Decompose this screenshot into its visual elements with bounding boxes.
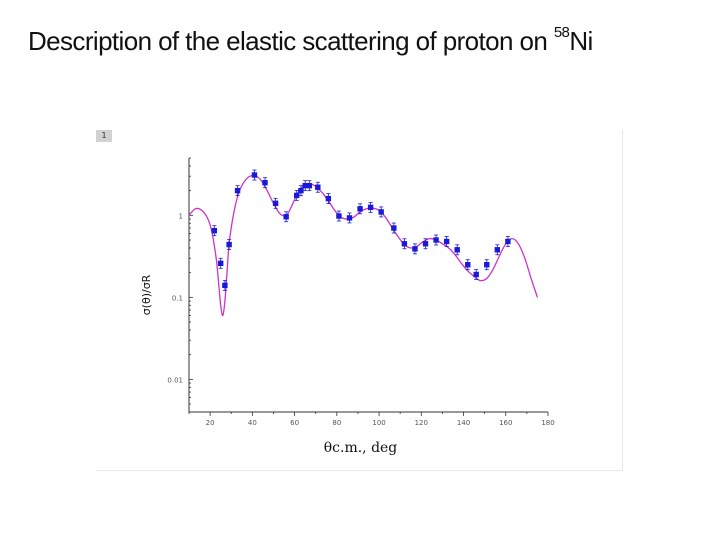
data-point bbox=[283, 211, 289, 223]
data-point bbox=[473, 269, 479, 280]
data-point bbox=[272, 197, 279, 209]
title-element: Ni bbox=[569, 26, 593, 56]
data-point bbox=[494, 244, 501, 256]
title-text: Description of the elastic scattering of… bbox=[28, 26, 548, 56]
data-point bbox=[226, 239, 232, 250]
slide-title: Description of the elastic scattering of… bbox=[28, 24, 593, 57]
x-tick-label: 100 bbox=[372, 419, 385, 427]
x-axis-title: θc.m., deg bbox=[324, 440, 398, 456]
data-point bbox=[234, 185, 241, 197]
data-point bbox=[262, 177, 268, 189]
data-point bbox=[367, 201, 374, 213]
x-tick-label: 80 bbox=[332, 419, 341, 427]
data-point bbox=[454, 244, 460, 256]
x-tick-label: 160 bbox=[499, 419, 512, 427]
data-point bbox=[346, 212, 353, 224]
data-point bbox=[294, 189, 300, 201]
y-tick-label: 0.1 bbox=[172, 294, 183, 302]
x-tick-label: 180 bbox=[541, 419, 554, 427]
data-point bbox=[315, 181, 321, 193]
data-point bbox=[217, 257, 224, 269]
x-tick-label: 40 bbox=[248, 419, 257, 427]
data-point bbox=[433, 234, 439, 246]
x-tick-label: 20 bbox=[206, 419, 215, 427]
data-point bbox=[391, 222, 397, 234]
y-axis-title: σ(θ)/σR bbox=[140, 274, 153, 315]
data-point bbox=[505, 236, 511, 247]
chart-figure: 1 20 40 60 80 100 120 140 160 180 1 0.1 0.01 σ(θ)/σR… bbox=[96, 130, 623, 471]
data-point bbox=[357, 203, 363, 215]
y-tick-label: 1 bbox=[179, 212, 183, 220]
x-tick-label: 140 bbox=[457, 419, 470, 427]
data-point bbox=[422, 238, 429, 250]
data-point bbox=[325, 193, 332, 204]
data-point bbox=[298, 185, 304, 197]
data-point bbox=[211, 225, 218, 237]
data-point bbox=[443, 236, 450, 247]
data-point bbox=[401, 238, 408, 250]
fit-curve bbox=[188, 174, 539, 317]
data-point bbox=[251, 169, 258, 181]
y-tick-label: 0.01 bbox=[167, 376, 183, 384]
title-isotope-mass: 58 bbox=[553, 24, 570, 42]
x-tick-label: 120 bbox=[415, 419, 428, 427]
cross-section-chart: 20 40 60 80 100 120 140 160 180 1 0.1 0.01 σ(θ)/σR θc… bbox=[140, 157, 555, 456]
data-point bbox=[302, 180, 308, 192]
page-badge: 1 bbox=[96, 130, 112, 142]
x-tick-label: 60 bbox=[290, 419, 299, 427]
data-point bbox=[336, 210, 342, 222]
data-point bbox=[465, 259, 471, 271]
data-point bbox=[412, 243, 418, 255]
data-point bbox=[306, 180, 313, 192]
data-point bbox=[484, 259, 490, 271]
data-point bbox=[378, 206, 384, 218]
data-point bbox=[222, 279, 228, 291]
